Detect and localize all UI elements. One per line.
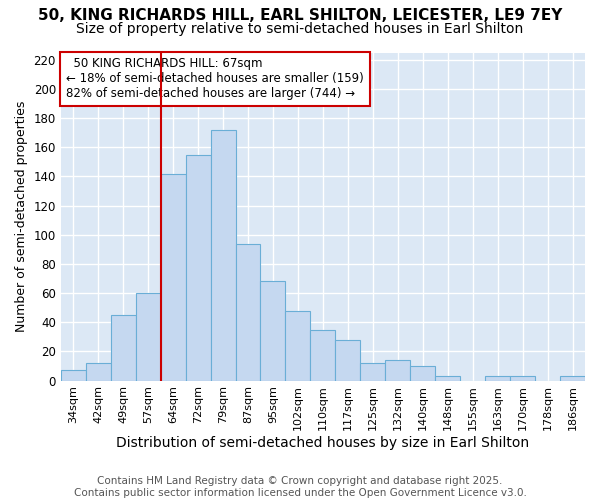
Bar xyxy=(286,310,310,380)
Bar xyxy=(211,130,236,380)
Text: Size of property relative to semi-detached houses in Earl Shilton: Size of property relative to semi-detach… xyxy=(76,22,524,36)
X-axis label: Distribution of semi-detached houses by size in Earl Shilton: Distribution of semi-detached houses by … xyxy=(116,436,529,450)
Bar xyxy=(161,174,185,380)
Text: Contains HM Land Registry data © Crown copyright and database right 2025.
Contai: Contains HM Land Registry data © Crown c… xyxy=(74,476,526,498)
Bar xyxy=(435,376,460,380)
Bar xyxy=(310,330,335,380)
Bar xyxy=(510,376,535,380)
Bar xyxy=(86,363,111,380)
Bar xyxy=(385,360,410,380)
Bar xyxy=(111,315,136,380)
Bar xyxy=(136,293,161,380)
Y-axis label: Number of semi-detached properties: Number of semi-detached properties xyxy=(15,101,28,332)
Bar xyxy=(361,363,385,380)
Bar xyxy=(61,370,86,380)
Bar xyxy=(236,244,260,380)
Text: 50, KING RICHARDS HILL, EARL SHILTON, LEICESTER, LE9 7EY: 50, KING RICHARDS HILL, EARL SHILTON, LE… xyxy=(38,8,562,22)
Bar xyxy=(185,154,211,380)
Text: 50 KING RICHARDS HILL: 67sqm
← 18% of semi-detached houses are smaller (159)
82%: 50 KING RICHARDS HILL: 67sqm ← 18% of se… xyxy=(66,58,364,100)
Bar xyxy=(485,376,510,380)
Bar xyxy=(560,376,585,380)
Bar xyxy=(260,282,286,380)
Bar xyxy=(410,366,435,380)
Bar xyxy=(335,340,361,380)
